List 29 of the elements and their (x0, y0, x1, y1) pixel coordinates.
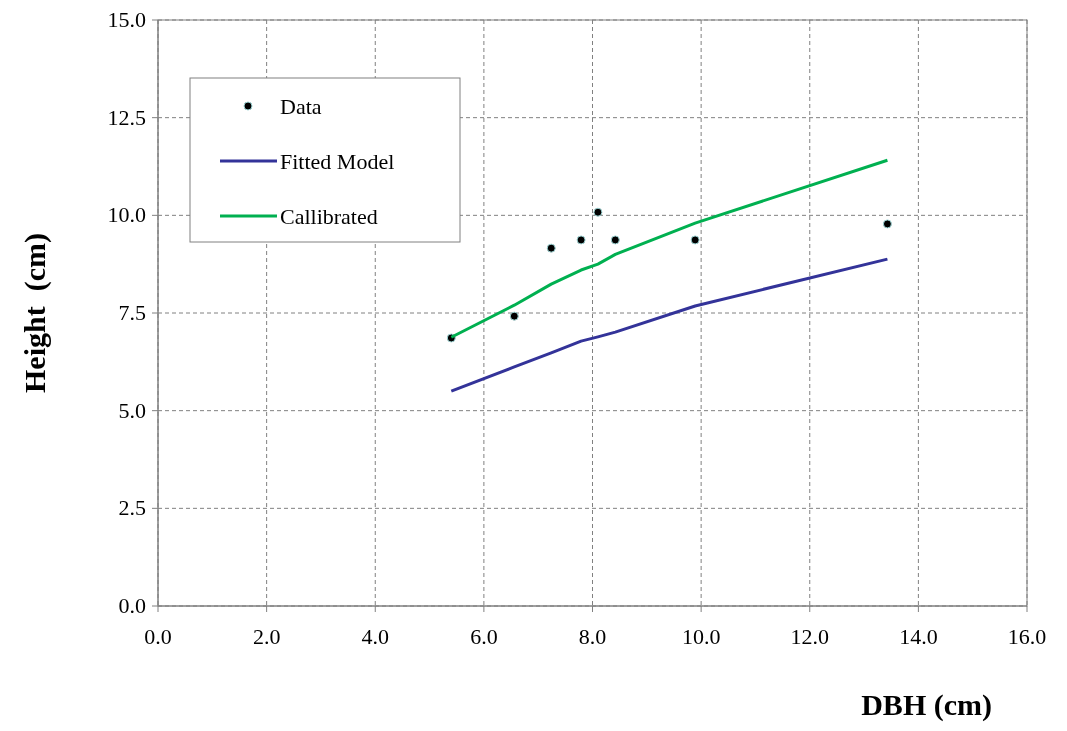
point (690, 235, 700, 245)
y-tick-label: 12.5 (107, 104, 146, 130)
x-tick-label: 12.0 (790, 624, 829, 649)
point (509, 311, 519, 321)
legend-label: Data (280, 94, 322, 119)
y-tick-label: 2.5 (118, 495, 146, 521)
x-tick-label: 4.0 (361, 624, 389, 649)
x-tick-label: 16.0 (1007, 624, 1047, 649)
legend-label: Fitted Model (280, 149, 395, 174)
point (610, 235, 620, 245)
y-axis-title: Height (cm) (18, 233, 52, 393)
line-series (449, 257, 889, 393)
x-tick-label: 6.0 (470, 624, 498, 649)
y-tick-label: 7.5 (118, 300, 146, 325)
point (546, 243, 556, 253)
y-tick-label: 15.0 (107, 7, 146, 32)
x-tick-label: 0.0 (144, 624, 172, 649)
x-tick-label: 10.0 (681, 624, 721, 649)
point (576, 235, 586, 245)
y-tick-label: 10.0 (107, 202, 146, 228)
x-tick-label: 8.0 (578, 624, 607, 649)
y-tick-label: 5.0 (118, 397, 146, 423)
x-axis-title: DBH (cm) (861, 688, 992, 722)
point (882, 219, 892, 229)
point (593, 207, 603, 217)
x-tick-label: 14.0 (899, 624, 938, 649)
x-tick-label: 2.0 (252, 624, 281, 649)
y-tick-label: 0.0 (118, 593, 146, 618)
legend-label: Callibrated (280, 204, 378, 229)
